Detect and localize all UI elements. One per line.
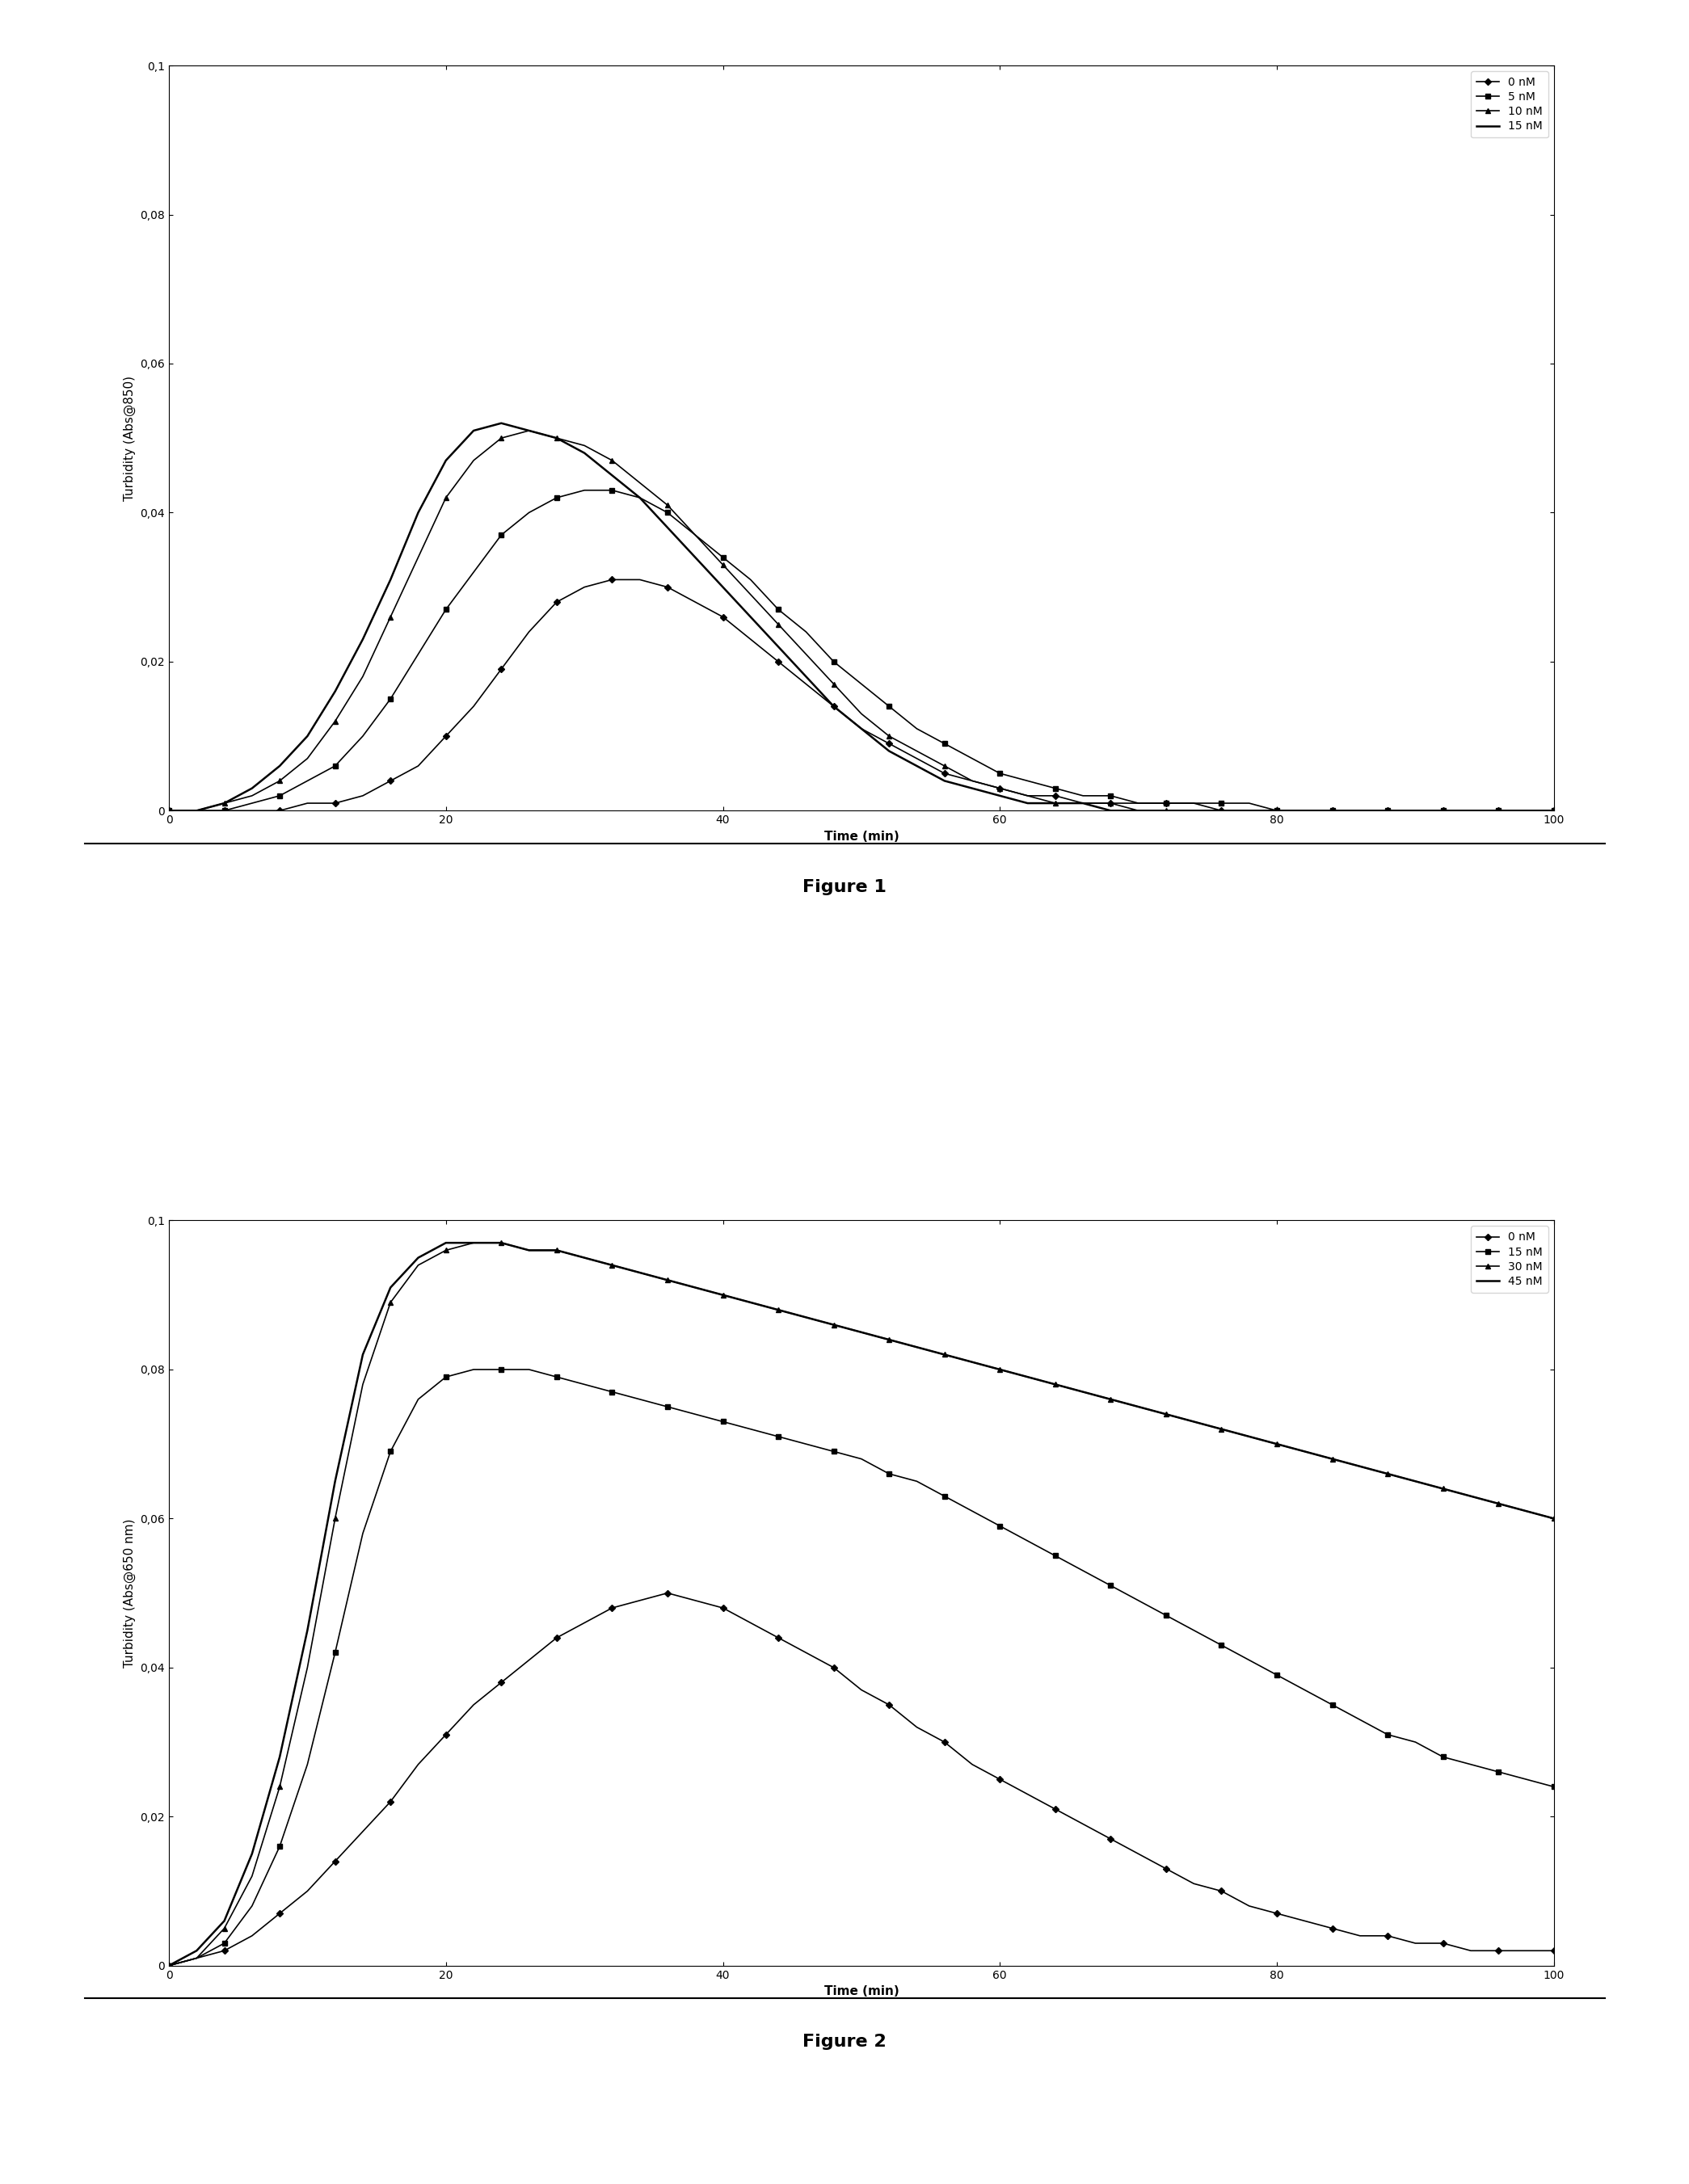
Line: 10 nM: 10 nM — [167, 428, 1556, 812]
5 nM — [601, 476, 622, 502]
30 nM — [159, 1952, 179, 1979]
30 nM — [1184, 1409, 1204, 1435]
15 nM — [601, 463, 622, 489]
15 nM — [1184, 797, 1204, 823]
5 nM — [463, 559, 483, 585]
10 nM — [1544, 797, 1564, 823]
10 nM — [159, 797, 179, 823]
45 nM — [436, 1230, 456, 1256]
0 nM — [657, 1579, 677, 1605]
5 nM — [1544, 797, 1564, 823]
15 nM — [1101, 797, 1121, 823]
0 nM — [463, 692, 483, 719]
X-axis label: Time (min): Time (min) — [824, 1985, 899, 1998]
Line: 5 nM: 5 nM — [167, 487, 1556, 812]
15 nM — [491, 411, 512, 437]
30 nM — [1101, 1387, 1121, 1413]
45 nM — [1544, 1505, 1564, 1531]
15 nM — [1544, 1773, 1564, 1800]
10 nM — [1517, 797, 1537, 823]
10 nM — [601, 448, 622, 474]
30 nM — [1517, 1498, 1537, 1524]
Line: 15 nM: 15 nM — [167, 1367, 1556, 1968]
X-axis label: Time (min): Time (min) — [824, 830, 899, 843]
0 nM — [601, 1594, 622, 1621]
10 nM — [1184, 797, 1204, 823]
Text: Figure 2: Figure 2 — [802, 2033, 887, 2051]
15 nM — [1184, 1616, 1204, 1642]
0 nM — [159, 1952, 179, 1979]
0 nM — [1517, 1937, 1537, 1963]
5 nM — [1101, 782, 1121, 808]
0 nM — [463, 1693, 483, 1719]
45 nM — [1101, 1387, 1121, 1413]
45 nM — [1184, 1409, 1204, 1435]
30 nM — [463, 1230, 483, 1256]
5 nM — [159, 797, 179, 823]
45 nM — [601, 1251, 622, 1278]
Line: 0 nM: 0 nM — [167, 577, 1556, 812]
5 nM — [574, 476, 595, 502]
30 nM — [630, 1260, 650, 1286]
10 nM — [519, 417, 539, 443]
0 nM — [1544, 797, 1564, 823]
30 nM — [491, 1230, 512, 1256]
Y-axis label: Turbidity (Abs@850): Turbidity (Abs@850) — [123, 376, 135, 500]
5 nM — [1517, 797, 1537, 823]
15 nM — [463, 417, 483, 443]
10 nM — [463, 448, 483, 474]
0 nM — [574, 1610, 595, 1636]
Line: 15 nM: 15 nM — [169, 424, 1554, 810]
0 nM — [1184, 791, 1204, 817]
15 nM — [1544, 797, 1564, 823]
Text: Figure 1: Figure 1 — [802, 878, 887, 895]
0 nM — [1101, 1826, 1121, 1852]
Y-axis label: Turbidity (Abs@650 nm): Turbidity (Abs@650 nm) — [123, 1518, 135, 1669]
0 nM — [574, 574, 595, 601]
15 nM — [159, 797, 179, 823]
5 nM — [630, 485, 650, 511]
10 nM — [1101, 791, 1121, 817]
45 nM — [159, 1952, 179, 1979]
Line: 0 nM: 0 nM — [167, 1590, 1556, 1968]
10 nM — [630, 470, 650, 496]
15 nM — [630, 1387, 650, 1413]
45 nM — [491, 1230, 512, 1256]
15 nM — [1101, 1572, 1121, 1599]
15 nM — [491, 1356, 512, 1382]
45 nM — [630, 1260, 650, 1286]
0 nM — [1517, 797, 1537, 823]
15 nM — [630, 485, 650, 511]
0 nM — [1184, 1870, 1204, 1896]
45 nM — [1517, 1498, 1537, 1524]
0 nM — [1544, 1937, 1564, 1963]
Line: 45 nM: 45 nM — [169, 1243, 1554, 1966]
0 nM — [601, 566, 622, 592]
0 nM — [159, 797, 179, 823]
15 nM — [1517, 1767, 1537, 1793]
Legend: 0 nM, 5 nM, 10 nM, 15 nM: 0 nM, 5 nM, 10 nM, 15 nM — [1471, 72, 1549, 138]
Line: 30 nM: 30 nM — [167, 1241, 1556, 1968]
30 nM — [1544, 1505, 1564, 1531]
15 nM — [1517, 797, 1537, 823]
15 nM — [601, 1378, 622, 1404]
0 nM — [630, 566, 650, 592]
15 nM — [463, 1356, 483, 1382]
0 nM — [1101, 791, 1121, 817]
5 nM — [1184, 791, 1204, 817]
15 nM — [159, 1952, 179, 1979]
Legend: 0 nM, 15 nM, 30 nM, 45 nM: 0 nM, 15 nM, 30 nM, 45 nM — [1471, 1225, 1549, 1293]
30 nM — [601, 1251, 622, 1278]
